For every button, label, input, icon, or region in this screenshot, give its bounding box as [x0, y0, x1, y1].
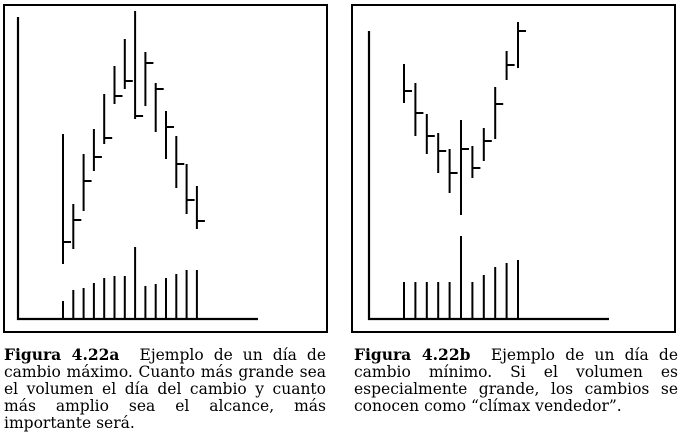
- figure-label-b: Figura 4.22b: [354, 345, 471, 364]
- chart-panel-b: [351, 4, 676, 333]
- caption-text-a: Ejemplo de un día de cambio máximo. Cuan…: [4, 346, 326, 432]
- figure-label-a: Figura 4.22a: [4, 345, 120, 364]
- chart-panel-a: [3, 4, 328, 333]
- caption-b: Figura 4.22b Ejemplo de un día de cambio…: [354, 346, 678, 415]
- chart-a: [16, 11, 258, 321]
- chart-b: [367, 22, 609, 321]
- caption-a: Figura 4.22a Ejemplo de un día de cambio…: [4, 346, 326, 432]
- caption-text-b: Ejemplo de un día de cambio mínimo. Si e…: [354, 346, 678, 415]
